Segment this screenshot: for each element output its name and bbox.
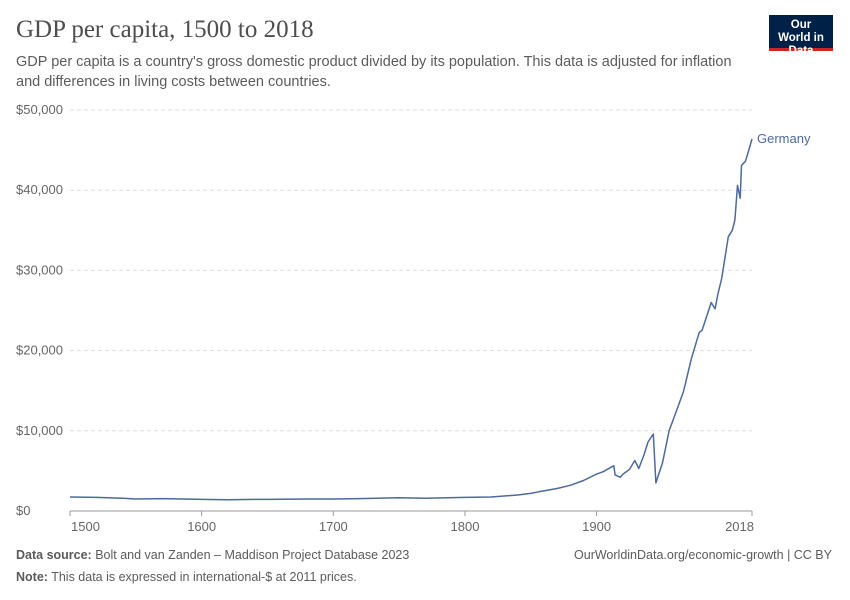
y-tick-label: $0	[16, 503, 30, 518]
x-tick-label: 1800	[451, 519, 480, 534]
x-tick-label: 1900	[582, 519, 611, 534]
x-tick-label: 2018	[725, 519, 754, 534]
x-tick-label: 1500	[71, 519, 100, 534]
chart-subtitle: GDP per capita is a country's gross dome…	[16, 54, 732, 90]
series-line-germany	[69, 138, 753, 501]
y-tick-label: $10,000	[16, 423, 63, 438]
owid-logo[interactable]: Our World in Data	[769, 15, 833, 57]
y-tick-label: $40,000	[16, 182, 63, 197]
note: Note: This data is expressed in internat…	[16, 570, 357, 584]
x-tick-label: 1600	[187, 519, 216, 534]
chart-title: GDP per capita, 1500 to 2018	[16, 16, 314, 43]
series-label: Germany	[757, 131, 811, 146]
y-tick-label: $20,000	[16, 343, 63, 358]
source-url[interactable]: OurWorldinData.org/economic-growth | CC …	[574, 548, 832, 562]
data-source: Data source: Bolt and van Zanden – Maddi…	[16, 548, 410, 562]
line-chart: $0 $10,000 $20,000 $30,000 $40,000 $50,000 150…	[16, 102, 811, 534]
x-tick-label: 1700	[319, 519, 348, 534]
y-tick-label: $50,000	[16, 102, 63, 117]
y-tick-label: $30,000	[16, 262, 63, 277]
